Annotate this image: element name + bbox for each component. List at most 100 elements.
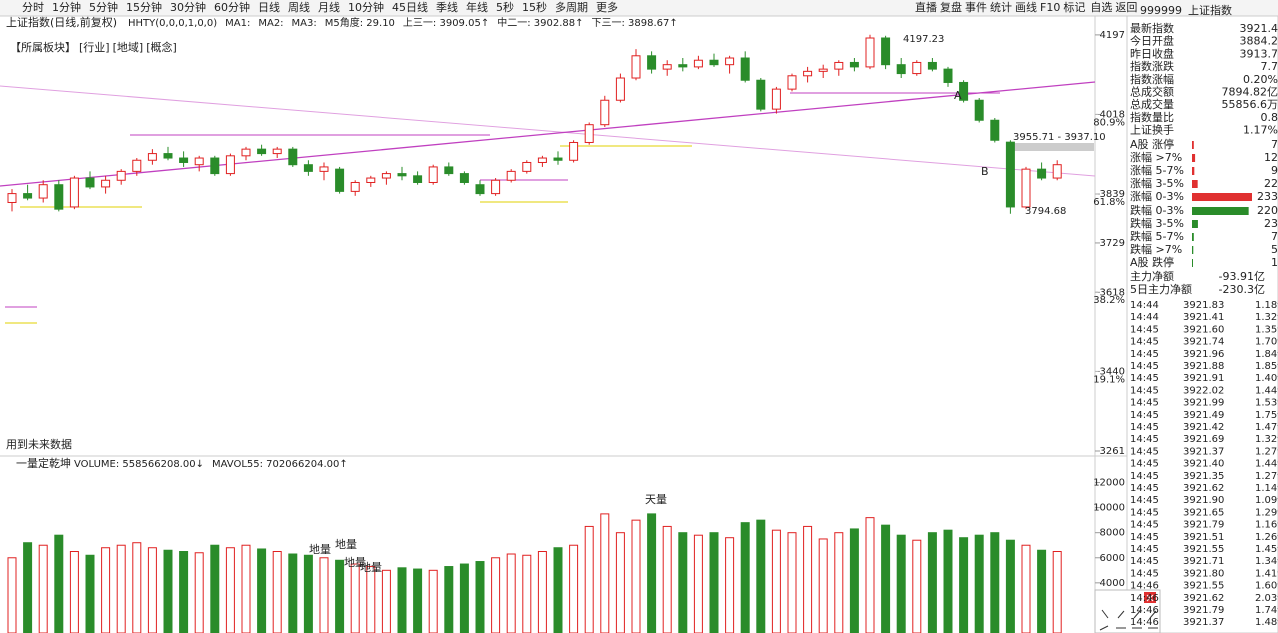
sector-link[interactable]: [地域] — [113, 41, 144, 54]
stock-name: 上证指数 — [1188, 3, 1232, 17]
annotation: B — [981, 165, 989, 178]
tool-button[interactable]: 统计 — [990, 1, 1012, 14]
period-tab[interactable]: 30分钟 — [170, 0, 206, 14]
period-tab[interactable]: 季线 — [436, 0, 458, 14]
breadth-bar — [1192, 259, 1193, 267]
breadth-bar — [1192, 167, 1195, 175]
candle-body — [740, 57, 750, 81]
volume-bar — [1037, 549, 1047, 633]
period-tab[interactable]: 5分钟 — [89, 0, 118, 14]
flow-label: 主力净额 — [1130, 269, 1174, 283]
breadth-value: 220 — [1257, 204, 1278, 217]
period-tab[interactable]: 15分钟 — [126, 0, 162, 14]
volume-bar — [132, 542, 142, 633]
period-tab[interactable]: 年线 — [466, 0, 488, 14]
stat-label: 指数涨幅 — [1130, 72, 1174, 86]
candle-body — [787, 75, 797, 90]
period-tab[interactable]: 更多 — [596, 0, 618, 14]
stat-value: 1.17% — [1243, 124, 1278, 137]
volume-bar — [740, 522, 750, 633]
tick-volume: 1.32亿 — [1255, 310, 1278, 323]
volume-bar — [459, 563, 469, 633]
volume-bar — [272, 551, 282, 633]
volume-bar — [896, 534, 906, 633]
fib-tick-label: 38.2% — [1093, 295, 1125, 306]
sector-link[interactable]: [概念] — [146, 40, 177, 54]
breadth-value: 7 — [1271, 138, 1278, 151]
volume-bar — [7, 557, 17, 633]
volume-bar — [1052, 551, 1062, 633]
stat-value: 0.20% — [1243, 73, 1278, 86]
tick-time: 14:45 — [1130, 568, 1159, 579]
candle-body — [459, 173, 469, 183]
tick-time: 14:45 — [1130, 495, 1159, 506]
tool-button[interactable]: 事件 — [965, 1, 987, 14]
tool-button[interactable]: 标记 — [1063, 0, 1085, 14]
breadth-bar — [1192, 193, 1252, 201]
candle-body — [69, 177, 79, 208]
tick-time: 14:45 — [1130, 422, 1159, 433]
tick-price: 3921.49 — [1183, 410, 1224, 421]
tick-price: 3921.96 — [1183, 349, 1224, 360]
candle-body — [397, 173, 407, 177]
period-tab[interactable]: 月线 — [318, 0, 340, 14]
tool-button[interactable]: 复盘 — [940, 0, 962, 14]
tick-time: 14:45 — [1130, 544, 1159, 555]
tick-time: 14:44 — [1130, 300, 1159, 311]
volume-bar — [725, 537, 735, 633]
tick-price: 3921.99 — [1183, 398, 1224, 409]
volume-bar — [319, 557, 329, 633]
candle-body — [319, 166, 329, 172]
candle-body — [725, 57, 735, 66]
sector-link[interactable]: 【所属板块】 — [10, 40, 76, 54]
breadth-bar — [1192, 180, 1198, 188]
volume-bar — [506, 553, 516, 633]
period-tab[interactable]: 45日线 — [392, 0, 428, 14]
tool-button[interactable]: 直播 — [915, 0, 937, 14]
tool-button[interactable]: 自选 — [1090, 1, 1112, 14]
period-tab[interactable]: 5秒 — [496, 0, 514, 14]
tool-button[interactable]: 画线 — [1015, 0, 1037, 14]
tick-volume: 1.48亿 — [1255, 615, 1278, 628]
candle-body — [491, 179, 501, 195]
period-tab[interactable]: 15秒 — [522, 0, 547, 14]
volume-bar — [990, 532, 1000, 633]
volume-bar — [381, 569, 391, 633]
period-tab[interactable]: 日线 — [258, 0, 280, 14]
tool-button[interactable]: 返回 — [1115, 1, 1137, 14]
sector-link[interactable]: [行业] — [79, 41, 110, 54]
candle-body — [38, 184, 48, 199]
volume-bar — [771, 529, 781, 633]
volume-bar — [615, 532, 625, 633]
legend-item: MA3: — [292, 18, 317, 29]
candle-body — [631, 55, 641, 79]
period-tab[interactable]: 多周期 — [555, 0, 588, 14]
tick-volume: 1.32亿 — [1255, 432, 1278, 445]
tick-price: 3921.69 — [1183, 434, 1224, 445]
breadth-value: 12 — [1264, 151, 1278, 164]
tick-time: 14:45 — [1130, 410, 1159, 421]
tick-volume: 1.44亿 — [1255, 457, 1278, 470]
period-tab[interactable]: 10分钟 — [348, 0, 384, 14]
period-tab[interactable]: 1分钟 — [52, 0, 81, 14]
tick-price: 3921.41 — [1183, 312, 1224, 323]
tick-time: 14:45 — [1130, 361, 1159, 372]
period-tab[interactable]: 周线 — [288, 0, 310, 14]
period-tab[interactable]: 分时 — [22, 1, 44, 14]
legend-item: MAVOL55: 702066204.00↑ — [212, 459, 348, 470]
tick-volume: 1.75亿 — [1255, 408, 1278, 421]
candle-body — [943, 68, 953, 83]
volume-annotation: 地量 — [360, 561, 382, 574]
tick-time: 14:45 — [1130, 507, 1159, 518]
tool-button[interactable]: F10 — [1040, 1, 1060, 14]
volume-bar — [257, 548, 267, 633]
candle-body — [662, 64, 672, 70]
period-tab[interactable]: 60分钟 — [214, 0, 250, 14]
candle-body — [225, 155, 235, 175]
candle-body — [381, 173, 391, 179]
y-tick-label: 12000 — [1093, 478, 1125, 489]
draw-tools[interactable] — [1099, 609, 1158, 631]
volume-bar — [1005, 539, 1015, 633]
y-tick-label: 3839 — [1100, 189, 1125, 200]
